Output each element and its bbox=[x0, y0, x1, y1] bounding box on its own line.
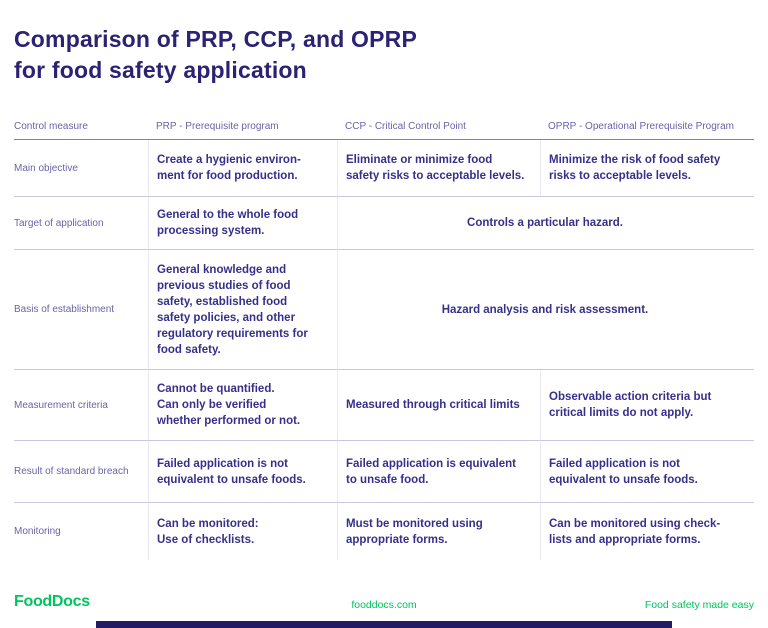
bottom-accent-bar bbox=[96, 621, 672, 628]
table-cell: Can be monitored using check- lists and … bbox=[540, 503, 754, 560]
table-cell: Failed application is not equivalent to … bbox=[148, 441, 337, 503]
table-cell: Create a hygienic environ- ment for food… bbox=[148, 140, 337, 197]
cell-main-objective-oprp: Minimize the risk of food safety risks t… bbox=[549, 154, 721, 182]
table-row-label: Main objective bbox=[14, 140, 148, 197]
table-row-label: Monitoring bbox=[14, 503, 148, 560]
row-label-main-objective: Main objective bbox=[14, 162, 78, 174]
column-header-control-measure: Control measure bbox=[14, 116, 148, 140]
table-cell: Measured through critical limits bbox=[337, 370, 540, 441]
column-header-ccp: CCP - Critical Control Point bbox=[337, 116, 540, 140]
fooddocs-logo: FoodDocs bbox=[14, 593, 90, 610]
cell-result-oprp: Failed application is not equivalent to … bbox=[549, 457, 698, 486]
cell-target-prp: General to the whole food processing sys… bbox=[157, 209, 299, 237]
page-title: Comparison of PRP, CCP, and OPRP for foo… bbox=[14, 26, 418, 83]
table-row-label: Basis of establishment bbox=[14, 250, 148, 370]
cell-target-ccp-oprp: Controls a particular hazard. bbox=[467, 217, 623, 229]
cell-measurement-prp: Cannot be quantified. Can only be verifi… bbox=[157, 383, 301, 427]
table-row-label: Target of application bbox=[14, 197, 148, 250]
table-cell: Must be monitored using appropriate form… bbox=[337, 503, 540, 560]
table-cell: General knowledge and previous studies o… bbox=[148, 250, 337, 370]
row-label-target-of-application: Target of application bbox=[14, 217, 104, 229]
row-label-basis-of-establishment: Basis of establishment bbox=[14, 304, 115, 315]
column-header-oprp: OPRP - Operational Prerequisite Program bbox=[540, 116, 754, 140]
row-label-measurement-criteria: Measurement criteria bbox=[14, 399, 108, 411]
cell-basis-prp: General knowledge and previous studies o… bbox=[157, 263, 308, 356]
cell-main-objective-prp: Create a hygienic environ- ment for food… bbox=[157, 154, 301, 182]
cell-result-prp: Failed application is not equivalent to … bbox=[157, 457, 306, 486]
column-header-prp: PRP - Prerequisite program bbox=[148, 116, 337, 140]
cell-main-objective-ccp: Eliminate or minimize food safety risks … bbox=[346, 154, 525, 182]
table-cell: Cannot be quantified. Can only be verifi… bbox=[148, 370, 337, 441]
table-cell-merged: Controls a particular hazard. bbox=[337, 197, 754, 250]
table-cell: Eliminate or minimize food safety risks … bbox=[337, 140, 540, 197]
cell-result-ccp: Failed application is equivalent to unsa… bbox=[346, 457, 516, 486]
cell-monitoring-prp: Can be monitored: Use of checklists. bbox=[157, 517, 259, 546]
cell-measurement-oprp: Observable action criteria but critical … bbox=[549, 391, 712, 419]
table-cell-merged: Hazard analysis and risk assessment. bbox=[337, 250, 754, 370]
table-cell: Minimize the risk of food safety risks t… bbox=[540, 140, 754, 197]
table-cell: Observable action criteria but critical … bbox=[540, 370, 754, 441]
cell-measurement-ccp: Measured through critical limits bbox=[346, 399, 520, 411]
table-cell: Can be monitored: Use of checklists. bbox=[148, 503, 337, 560]
table-cell: Failed application is not equivalent to … bbox=[540, 441, 754, 503]
comparison-table: Control measure PRP - Prerequisite progr… bbox=[14, 116, 754, 560]
table-cell: General to the whole food processing sys… bbox=[148, 197, 337, 250]
table-cell: Failed application is equivalent to unsa… bbox=[337, 441, 540, 503]
footer-website: fooddocs.com bbox=[351, 599, 417, 611]
cell-basis-ccp-oprp: Hazard analysis and risk assessment. bbox=[441, 303, 649, 316]
row-label-result-of-standard-breach: Result of standard breach bbox=[14, 466, 129, 477]
table-row-label: Result of standard breach bbox=[14, 441, 148, 503]
cell-monitoring-oprp: Can be monitored using check- lists and … bbox=[549, 517, 721, 546]
cell-monitoring-ccp: Must be monitored using appropriate form… bbox=[346, 517, 483, 546]
row-label-monitoring: Monitoring bbox=[14, 526, 61, 537]
table-row-label: Measurement criteria bbox=[14, 370, 148, 441]
footer-tagline: Food safety made easy bbox=[644, 599, 754, 611]
